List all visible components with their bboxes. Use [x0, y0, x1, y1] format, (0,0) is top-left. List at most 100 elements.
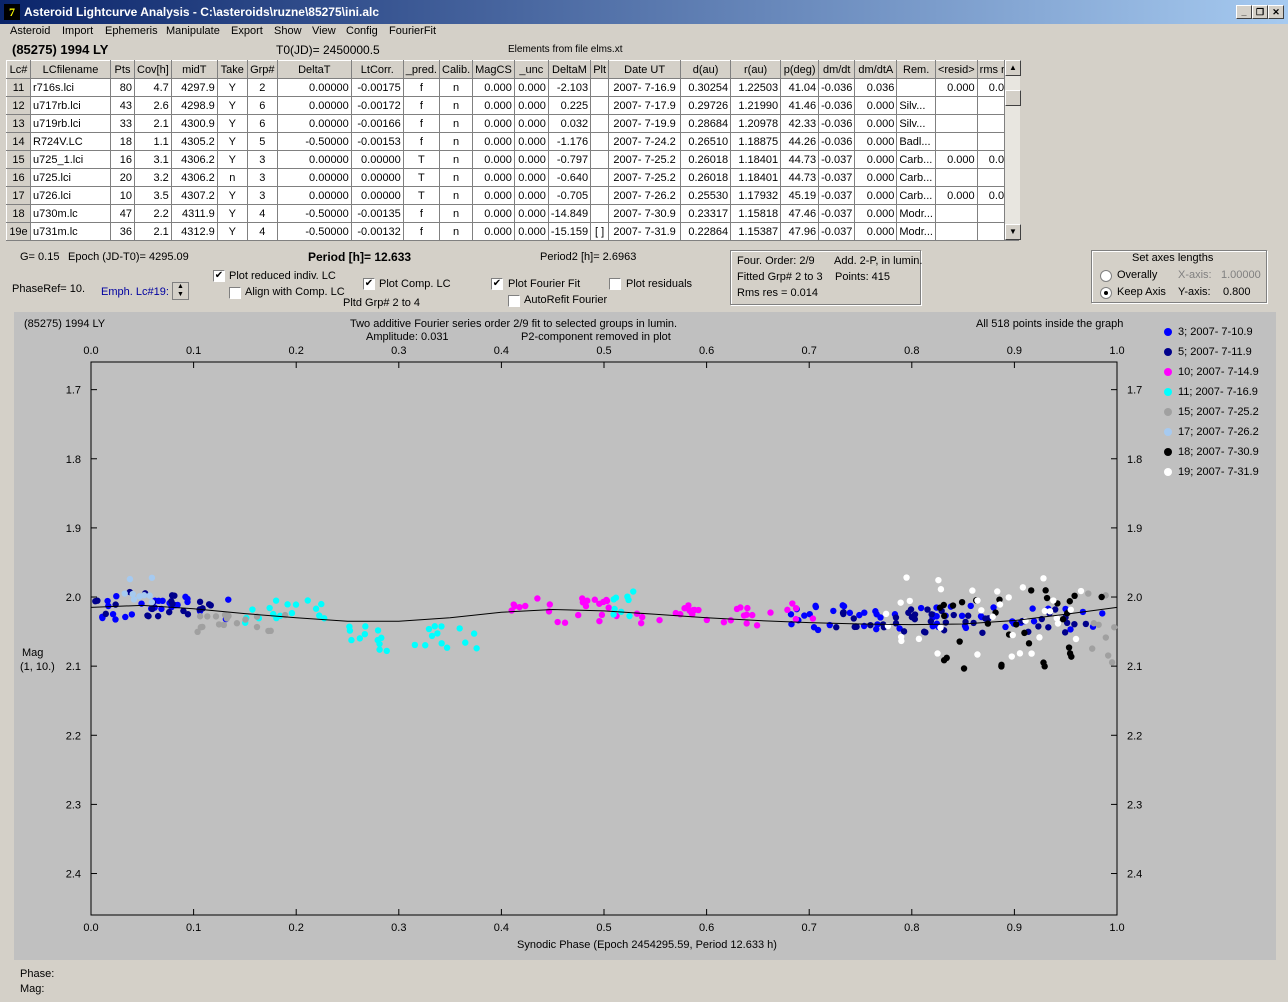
- table-cell[interactable]: 0.28684: [680, 114, 732, 133]
- table-cell[interactable]: u725.lci: [30, 168, 111, 187]
- table-cell[interactable]: -0.037: [818, 204, 856, 223]
- table-cell[interactable]: 44.26: [780, 132, 820, 151]
- table-cell[interactable]: 41.46: [780, 96, 820, 115]
- table-cell[interactable]: Badl...: [896, 132, 936, 151]
- table-cell[interactable]: 0.22864: [680, 222, 732, 241]
- table-cell[interactable]: [590, 204, 610, 223]
- table-cell[interactable]: 0.000: [472, 132, 515, 151]
- table-cell[interactable]: 4306.2: [170, 150, 218, 169]
- table-cell[interactable]: [934, 114, 978, 133]
- table-cell[interactable]: 3.1: [134, 150, 172, 169]
- table-cell[interactable]: R724V.LC: [30, 132, 111, 151]
- close-button[interactable]: ✕: [1268, 5, 1284, 19]
- table-cell[interactable]: 10: [110, 186, 135, 205]
- table-cell[interactable]: 2.6: [134, 96, 172, 115]
- table-cell[interactable]: 4307.2: [170, 186, 218, 205]
- menu-show[interactable]: Show: [274, 25, 302, 37]
- table-cell[interactable]: 0.00000: [276, 78, 352, 97]
- table-cell[interactable]: 0.00000: [350, 150, 404, 169]
- table-cell[interactable]: 1.22503: [730, 78, 782, 97]
- column-header[interactable]: LtCorr.: [350, 60, 404, 79]
- table-cell[interactable]: [934, 222, 978, 241]
- table-cell[interactable]: n: [438, 168, 474, 187]
- table-scrollbar[interactable]: ▲ ▼: [1004, 60, 1021, 240]
- table-cell[interactable]: 0.000: [472, 78, 515, 97]
- table-cell[interactable]: 47.96: [780, 222, 820, 241]
- table-cell[interactable]: 2007- 7-17.9: [608, 96, 682, 115]
- table-cell[interactable]: -2.103: [547, 78, 592, 97]
- table-cell[interactable]: 47.46: [780, 204, 820, 223]
- table-cell[interactable]: -0.00132: [350, 222, 404, 241]
- column-header[interactable]: Date UT: [608, 60, 682, 79]
- table-cell[interactable]: 18: [110, 132, 135, 151]
- table-cell[interactable]: -0.00172: [350, 96, 404, 115]
- scroll-down-icon[interactable]: ▼: [1005, 224, 1021, 240]
- table-cell[interactable]: 0.000: [854, 96, 898, 115]
- column-header[interactable]: r(au): [730, 60, 782, 79]
- table-cell[interactable]: 4305.2: [170, 132, 218, 151]
- autorefit-checkbox[interactable]: [508, 295, 520, 307]
- table-cell[interactable]: n: [438, 132, 474, 151]
- scroll-up-icon[interactable]: ▲: [1005, 60, 1021, 76]
- table-cell[interactable]: 1.18875: [730, 132, 782, 151]
- table-cell[interactable]: u731m.lc: [30, 222, 111, 241]
- table-cell[interactable]: 0.000: [854, 222, 898, 241]
- table-cell[interactable]: 0.000: [854, 132, 898, 151]
- table-cell[interactable]: Carb...: [896, 186, 936, 205]
- table-cell[interactable]: 12: [6, 96, 31, 115]
- table-cell[interactable]: Silv...: [896, 96, 936, 115]
- table-cell[interactable]: 4: [246, 204, 278, 223]
- table-cell[interactable]: n: [216, 168, 248, 187]
- table-cell[interactable]: n: [438, 204, 474, 223]
- table-cell[interactable]: 11: [6, 78, 31, 97]
- table-row[interactable]: 18 u730m.lc 47 2.2 4311.9 Y 4 -0.50000 -0.00135 f…: [6, 204, 1020, 223]
- table-cell[interactable]: 3.2: [134, 168, 172, 187]
- table-cell[interactable]: 2007- 7-16.9: [608, 78, 682, 97]
- table-cell[interactable]: f: [402, 132, 441, 151]
- table-cell[interactable]: [590, 96, 610, 115]
- table-cell[interactable]: 2007- 7-19.9: [608, 114, 682, 133]
- table-cell[interactable]: Modr...: [896, 222, 936, 241]
- table-cell[interactable]: n: [438, 186, 474, 205]
- table-cell[interactable]: 45.19: [780, 186, 820, 205]
- table-cell[interactable]: 1.21990: [730, 96, 782, 115]
- column-header[interactable]: _pred.: [402, 60, 441, 79]
- table-cell[interactable]: 0.000: [513, 78, 549, 97]
- table-cell[interactable]: 1.17932: [730, 186, 782, 205]
- table-cell[interactable]: 0.00000: [276, 186, 352, 205]
- table-cell[interactable]: 4: [246, 222, 278, 241]
- table-cell[interactable]: 20: [110, 168, 135, 187]
- table-cell[interactable]: [590, 132, 610, 151]
- table-cell[interactable]: 44.73: [780, 150, 820, 169]
- table-cell[interactable]: 1.20978: [730, 114, 782, 133]
- table-cell[interactable]: 0.000: [854, 204, 898, 223]
- table-cell[interactable]: 4.7: [134, 78, 172, 97]
- table-cell[interactable]: [934, 132, 978, 151]
- table-cell[interactable]: -0.50000: [276, 132, 352, 151]
- column-header[interactable]: <resid>: [934, 60, 978, 79]
- table-cell[interactable]: 3: [246, 186, 278, 205]
- table-cell[interactable]: -0.036: [818, 96, 856, 115]
- table-cell[interactable]: f: [402, 78, 441, 97]
- table-cell[interactable]: 16: [110, 150, 135, 169]
- table-cell[interactable]: 19e: [6, 222, 31, 241]
- table-cell[interactable]: 0.000: [513, 204, 549, 223]
- table-cell[interactable]: 2007- 7-24.2: [608, 132, 682, 151]
- table-cell[interactable]: 42.33: [780, 114, 820, 133]
- keep-axis-radio[interactable]: [1100, 287, 1112, 299]
- table-cell[interactable]: 0.000: [513, 222, 549, 241]
- column-header[interactable]: DeltaM: [547, 60, 592, 79]
- table-cell[interactable]: 3.5: [134, 186, 172, 205]
- table-cell[interactable]: 18: [6, 204, 31, 223]
- table-cell[interactable]: 0.000: [854, 186, 898, 205]
- table-cell[interactable]: 4311.9: [170, 204, 218, 223]
- table-cell[interactable]: 2007- 7-26.2: [608, 186, 682, 205]
- table-cell[interactable]: 3: [246, 150, 278, 169]
- table-cell[interactable]: 0.25530: [680, 186, 732, 205]
- column-header[interactable]: p(deg): [780, 60, 820, 79]
- column-header[interactable]: dm/dt: [818, 60, 856, 79]
- overally-radio[interactable]: [1100, 270, 1112, 282]
- table-cell[interactable]: 2.2: [134, 204, 172, 223]
- table-cell[interactable]: Y: [216, 150, 248, 169]
